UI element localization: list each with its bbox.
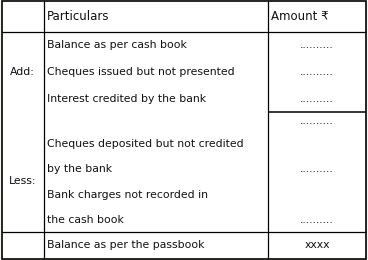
Text: Balance as per cash book: Balance as per cash book [47,40,187,50]
Text: Balance as per the passbook: Balance as per the passbook [47,240,205,250]
Text: ..........: .......... [300,40,334,50]
Text: Cheques issued but not presented: Cheques issued but not presented [47,67,235,77]
Text: Interest credited by the bank: Interest credited by the bank [47,94,206,104]
Text: Particulars: Particulars [47,10,109,23]
Text: xxxx: xxxx [304,240,330,250]
Text: by the bank: by the bank [47,164,113,174]
Text: ..........: .......... [300,215,334,225]
Text: ..........: .......... [300,116,334,126]
Text: the cash book: the cash book [47,215,124,225]
Text: Add:: Add: [10,67,35,77]
Text: ..........: .......... [300,164,334,174]
Text: ..........: .......... [300,94,334,104]
Text: ..........: .......... [300,67,334,77]
Text: Less:: Less: [9,176,36,186]
Text: Amount ₹: Amount ₹ [271,10,328,23]
Text: Bank charges not recorded in: Bank charges not recorded in [47,190,208,200]
Text: Cheques deposited but not credited: Cheques deposited but not credited [47,139,244,149]
